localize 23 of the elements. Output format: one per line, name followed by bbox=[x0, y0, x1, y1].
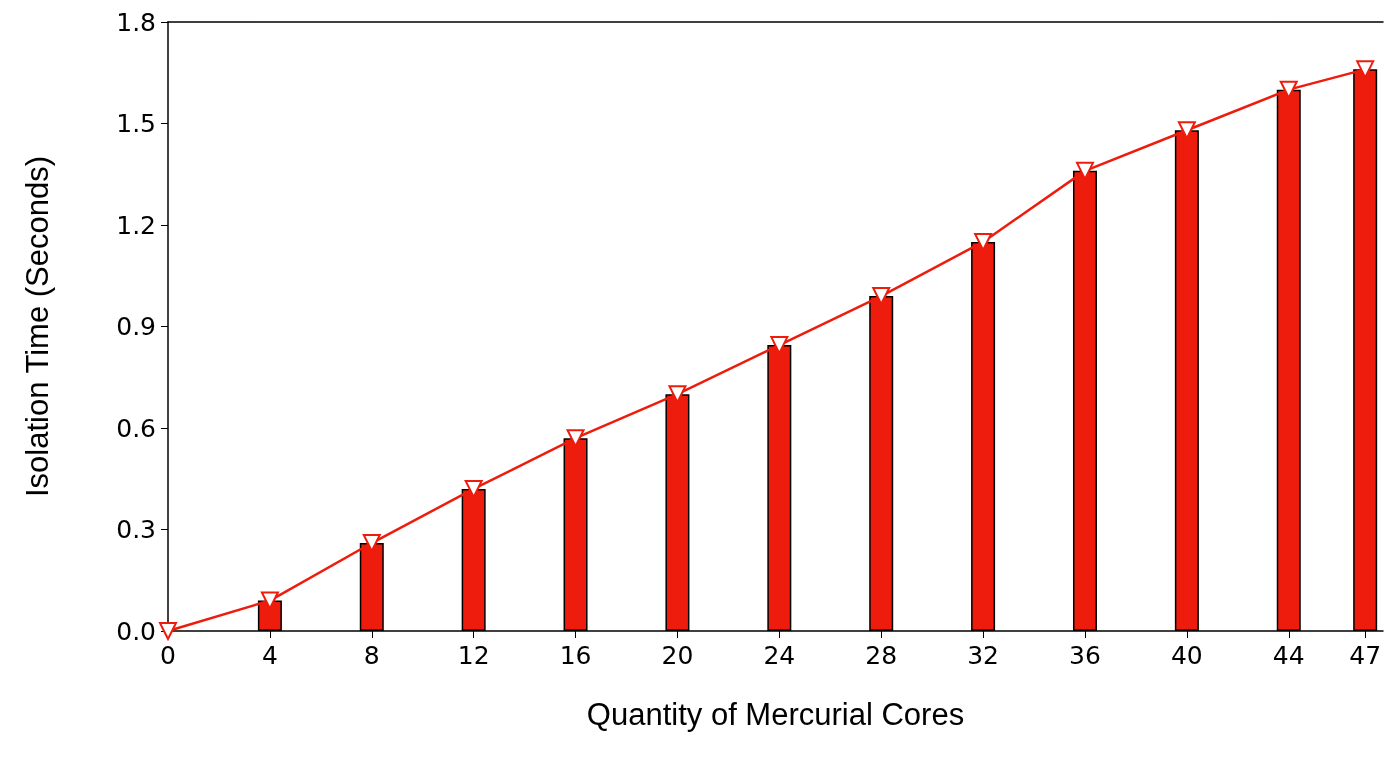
y-tick-label: 1.5 bbox=[116, 109, 156, 138]
y-axis-title: Isolation Time (Seconds) bbox=[20, 155, 55, 498]
x-tick-label: 24 bbox=[763, 641, 796, 670]
y-tick-label: 0.3 bbox=[116, 515, 156, 544]
y-tick-label: 0.0 bbox=[116, 616, 156, 646]
x-tick-label: 20 bbox=[661, 641, 694, 670]
x-tick-label: 8 bbox=[363, 641, 380, 670]
x-tick-label: 40 bbox=[1170, 641, 1203, 670]
x-tick-label: 16 bbox=[559, 641, 592, 670]
point bbox=[159, 622, 177, 640]
y-tick-label: 1.2 bbox=[116, 210, 156, 240]
x-tick-label: 47 bbox=[1349, 641, 1382, 670]
x-tick-label: 4 bbox=[261, 641, 278, 670]
x-tick-label: 32 bbox=[967, 641, 999, 670]
y-tick-label: 1.8 bbox=[116, 7, 156, 37]
y-tick-label: 0.6 bbox=[116, 413, 156, 443]
x-tick-label: 28 bbox=[865, 641, 898, 670]
x-tick-label: 36 bbox=[1069, 641, 1101, 670]
y-tick-label: 0.9 bbox=[116, 312, 156, 341]
x-tick-label: 44 bbox=[1272, 641, 1305, 670]
x-axis-title: Quantity of Mercurial Cores bbox=[586, 697, 965, 732]
x-tick-label: 0 bbox=[160, 641, 176, 670]
x-tick-label: 12 bbox=[457, 641, 490, 670]
